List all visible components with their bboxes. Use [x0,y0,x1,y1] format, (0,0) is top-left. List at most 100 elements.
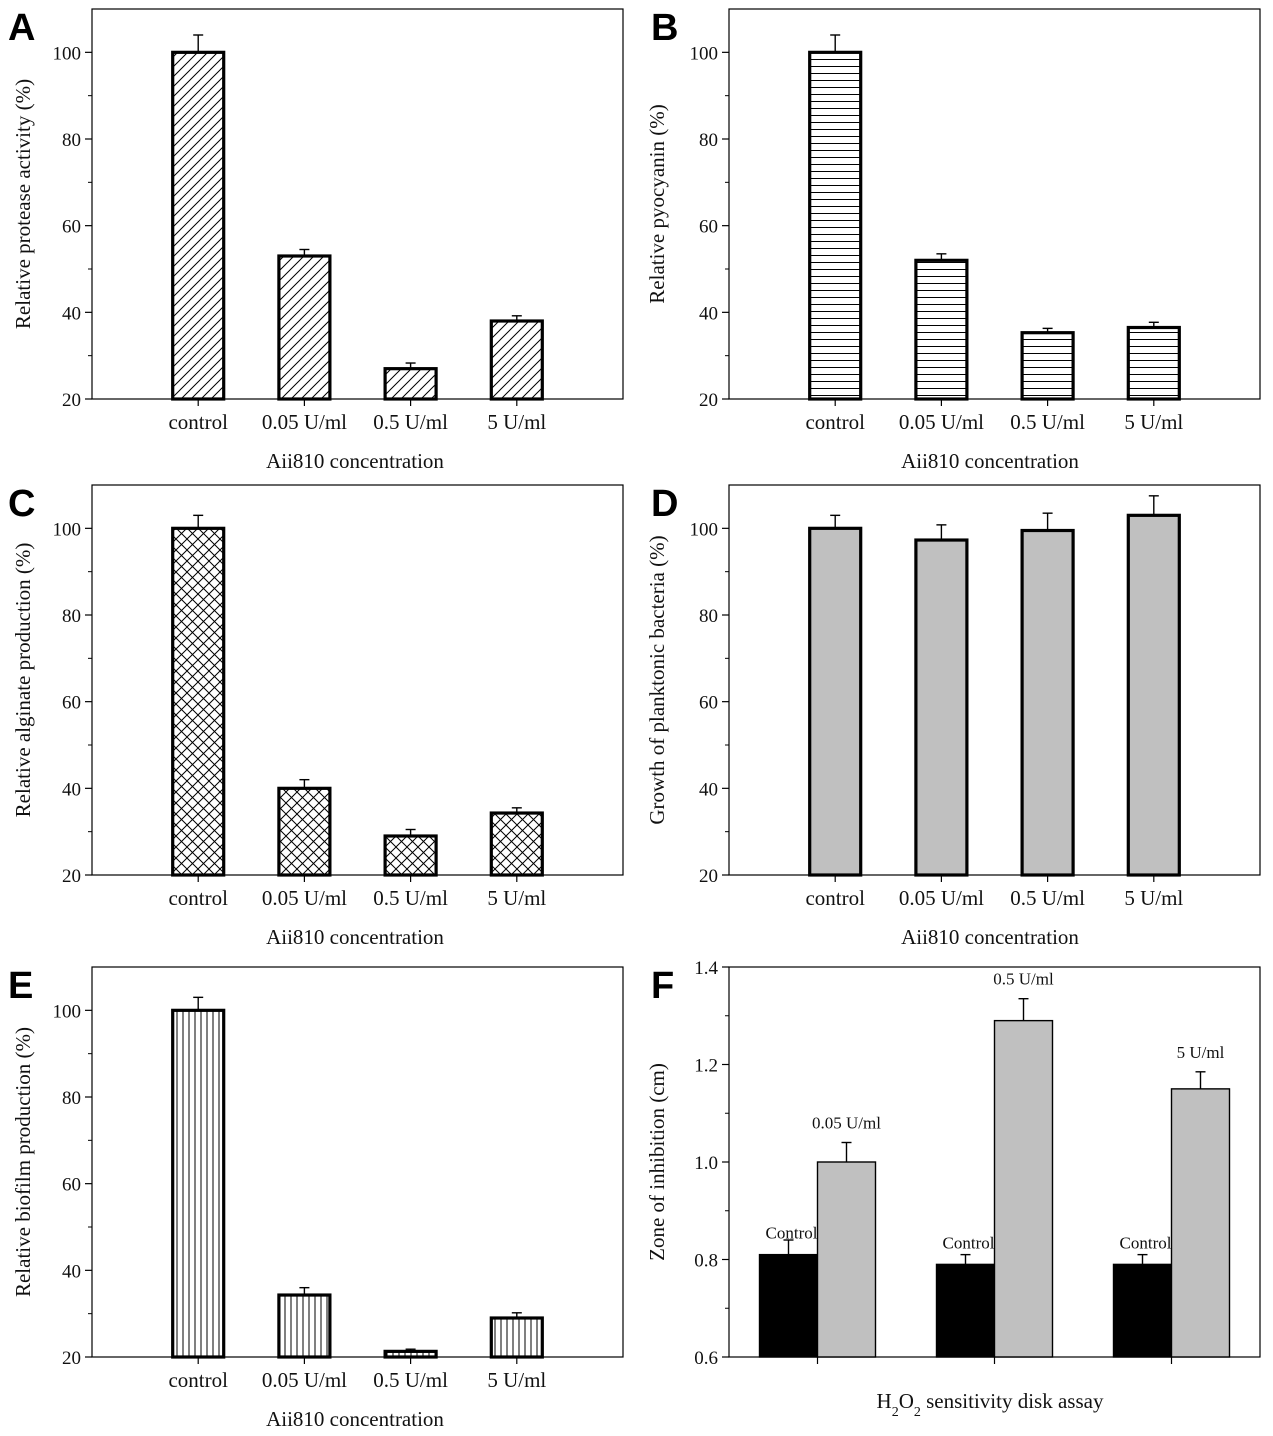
x-axis-label: Aii810 concentration [901,449,1079,473]
bar [914,538,969,877]
bar [171,526,226,877]
y-tick-label: 40 [699,303,718,324]
panel-b: 20 40 60 80 100 B Relative pyocyanin (%) contro… [645,7,1261,473]
bar [1112,1263,1173,1358]
y-tick-label: 20 [699,390,718,411]
bar [808,526,863,877]
bar [277,786,332,877]
bar [1020,331,1075,401]
panel-a: 20 40 60 80 100 A Relative protease activity (… [8,7,624,473]
bar [383,1349,438,1359]
x-tick-label: 0.05 U/ml [899,410,984,434]
panel-f: 0.6 0.8 1.0 1.2 1.4 F Zone of inhibition (cm) C… [645,958,1261,1420]
x-axis-label: Aii810 concentration [901,925,1079,949]
bar [816,1161,877,1358]
data-label: 0.5 U/ml [993,970,1054,989]
x-tick-label: 0.5 U/ml [1010,886,1085,910]
plot-frame [91,484,624,876]
y-tick-label: 40 [62,1261,81,1282]
x-axis-label-part: O [899,1389,914,1413]
y-tick-label: 100 [53,43,82,64]
data-label: 0.05 U/ml [812,1114,881,1133]
y-tick-label: 40 [62,303,81,324]
x-tick-label: 0.05 U/ml [899,886,984,910]
panel-c: 20 40 60 80 100 C Relative alginate production… [8,483,624,949]
x-tick-label: 0.5 U/ml [373,410,448,434]
x-axis-label: Aii810 concentration [266,1407,444,1431]
x-tick-label: control [805,410,865,434]
panel-d: 20 40 60 80 100 D Growth of planktonic bacteri… [645,483,1261,949]
y-tick-label: 1.2 [694,1056,718,1077]
x-axis-label-part: H [877,1389,892,1413]
y-tick-label: 60 [62,217,81,238]
plot-frame [728,484,1261,876]
y-tick-label: 80 [699,130,718,151]
x-axis-label-part: sensitivity disk assay [921,1389,1104,1413]
panel-label: D [651,483,678,525]
bar [171,50,226,401]
bar [993,1019,1054,1358]
y-tick-label: 80 [699,606,718,627]
y-tick-label: 80 [62,1088,81,1109]
x-tick-label: 0.5 U/ml [373,886,448,910]
x-tick-label: 5 U/ml [1124,886,1183,910]
data-label: Control [1120,1233,1172,1252]
y-tick-label: 80 [62,130,81,151]
bar [1020,528,1075,877]
y-axis-label: Relative biofilm production (%) [11,1027,35,1297]
bar [914,258,969,401]
x-tick-label: 5 U/ml [487,1368,546,1392]
bar [1170,1088,1231,1358]
y-tick-label: 100 [690,43,719,64]
x-axis-label: H2O2 sensitivity disk assay [877,1389,1104,1420]
data-label: Control [766,1224,818,1243]
bar [277,254,332,401]
x-tick-label: 0.05 U/ml [262,886,347,910]
y-tick-label: 60 [699,217,718,238]
bar [489,1316,544,1359]
y-tick-label: 60 [62,693,81,714]
y-tick-label: 1.4 [694,958,718,979]
y-tick-label: 80 [62,606,81,627]
data-label: Control [943,1233,995,1252]
y-axis-label: Growth of planktonic bacteria (%) [645,535,669,824]
bar [1126,513,1181,877]
plot-frame [728,8,1261,400]
x-tick-label: control [168,410,228,434]
x-tick-label: 5 U/ml [1124,410,1183,434]
bar [935,1263,996,1358]
x-tick-label: 5 U/ml [487,886,546,910]
x-tick-label: control [168,886,228,910]
x-tick-label: control [805,886,865,910]
y-axis-label: Relative alginate production (%) [11,543,35,818]
plot-frame [91,8,624,400]
x-tick-label: control [168,1368,228,1392]
y-axis-label: Relative protease activity (%) [11,79,35,329]
y-tick-label: 40 [699,779,718,800]
y-tick-label: 20 [62,866,81,887]
bar [758,1253,819,1358]
y-tick-label: 20 [62,1348,81,1369]
x-tick-label: 0.5 U/ml [1010,410,1085,434]
panel-label: A [8,7,35,49]
bar [171,1008,226,1359]
bar [808,50,863,401]
x-axis-label: Aii810 concentration [266,925,444,949]
bar [277,1293,332,1359]
x-tick-label: 0.05 U/ml [262,1368,347,1392]
x-tick-label: 0.05 U/ml [262,410,347,434]
bar [489,811,544,877]
y-tick-label: 60 [62,1175,81,1196]
x-axis-label-part: 2 [914,1405,921,1420]
data-label: 5 U/ml [1177,1043,1225,1062]
panel-label: C [8,483,35,525]
bar [383,834,438,877]
y-tick-label: 100 [53,519,82,540]
x-axis-label: Aii810 concentration [266,449,444,473]
y-tick-label: 40 [62,779,81,800]
bar [489,319,544,401]
panel-e: 20 40 60 80 100 E Relative biofilm production … [8,965,624,1431]
y-tick-label: 100 [53,1001,82,1022]
y-tick-label: 20 [62,390,81,411]
y-axis-label: Relative pyocyanin (%) [645,104,669,303]
